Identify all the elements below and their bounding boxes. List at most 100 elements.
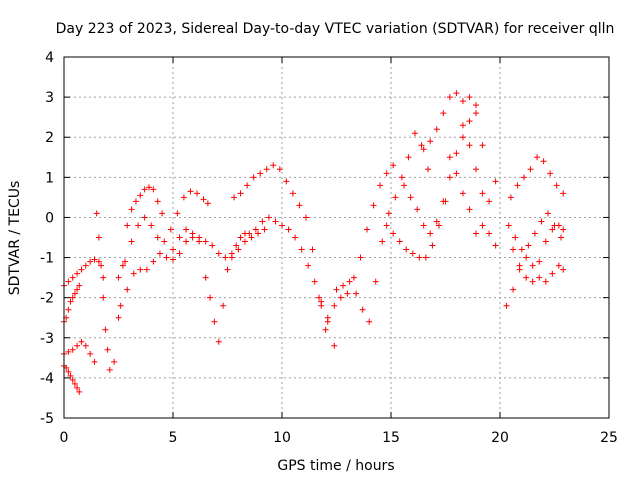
data-point: [272, 218, 279, 225]
data-point: [409, 250, 416, 257]
data-point: [309, 246, 316, 253]
data-point: [542, 278, 549, 285]
data-point: [237, 190, 244, 197]
data-point: [78, 338, 85, 345]
data-point: [479, 190, 486, 197]
data-point: [265, 214, 272, 221]
data-point: [523, 254, 530, 261]
data-point: [228, 250, 235, 257]
data-point: [104, 346, 111, 353]
data-point: [74, 270, 81, 277]
series-track-W: [510, 222, 562, 285]
data-point: [331, 302, 338, 309]
data-point: [130, 270, 137, 277]
data-point: [224, 266, 231, 273]
data-point: [174, 210, 181, 217]
data-point: [322, 326, 329, 333]
data-point: [283, 178, 290, 185]
series-track-V: [507, 154, 567, 201]
data-point: [285, 226, 292, 233]
data-point: [473, 166, 480, 173]
data-point: [440, 198, 447, 205]
data-point: [298, 246, 305, 253]
data-point: [427, 138, 434, 145]
data-point: [100, 274, 107, 281]
data-point: [542, 238, 549, 245]
data-point: [74, 286, 81, 293]
series-track-F: [111, 184, 166, 365]
data-point: [215, 250, 222, 257]
data-point: [132, 198, 139, 205]
y-tick-label: -3: [40, 331, 54, 347]
data-point: [473, 230, 480, 237]
grid-layer: [64, 57, 609, 418]
data-point: [82, 342, 89, 349]
data-point: [525, 242, 532, 249]
data-point: [204, 200, 211, 207]
data-point: [518, 246, 525, 253]
y-tick-label: 0: [45, 210, 54, 226]
data-point: [446, 94, 453, 101]
data-point: [279, 222, 285, 229]
data-point: [353, 290, 360, 297]
series-track-G: [115, 188, 211, 281]
data-point: [270, 162, 277, 169]
data-point: [473, 110, 480, 117]
data-point: [466, 142, 473, 149]
data-point: [311, 278, 318, 285]
data-point: [137, 266, 144, 273]
data-point: [276, 166, 283, 173]
data-point: [558, 234, 565, 241]
data-point: [154, 234, 161, 241]
y-tick-label: -5: [40, 411, 54, 427]
series-track-Q: [420, 90, 486, 153]
data-point: [95, 258, 102, 265]
data-point: [453, 170, 460, 177]
data-point: [337, 294, 344, 301]
series-track-N: [333, 130, 432, 325]
data-point: [91, 256, 98, 263]
data-point: [390, 230, 397, 237]
data-point: [102, 326, 109, 333]
data-point: [538, 218, 545, 225]
data-point: [170, 256, 176, 263]
y-tick-label: 3: [45, 90, 54, 106]
data-point: [316, 294, 323, 301]
data-point: [446, 174, 453, 181]
data-point: [65, 368, 72, 375]
x-tick-label: 20: [491, 430, 509, 446]
data-point: [202, 238, 209, 245]
x-tick-label: 5: [169, 430, 178, 446]
data-point: [479, 142, 486, 149]
data-point: [156, 250, 163, 257]
data-point: [459, 134, 466, 141]
data-point: [446, 154, 453, 161]
data-point: [128, 206, 135, 213]
data-point: [159, 210, 166, 217]
data-point: [379, 238, 386, 245]
data-point: [407, 194, 414, 201]
series-track-T: [503, 254, 567, 309]
data-point: [529, 262, 536, 269]
data-point: [95, 234, 102, 241]
data-point: [183, 238, 190, 245]
data-point: [459, 98, 466, 105]
y-tick-label: 4: [45, 50, 54, 66]
data-point: [65, 306, 72, 313]
data-point: [98, 262, 105, 269]
x-axis-label: GPS time / hours: [277, 458, 394, 474]
data-point: [231, 194, 238, 201]
data-point: [65, 278, 72, 285]
series-track-A: [61, 256, 107, 289]
data-point: [549, 226, 556, 233]
data-point: [150, 258, 157, 265]
data-point: [196, 234, 203, 241]
y-tick-label: -4: [40, 371, 54, 387]
data-point: [364, 226, 371, 233]
data-point: [111, 358, 118, 365]
data-point: [344, 290, 351, 297]
data-point: [331, 342, 338, 349]
data-point: [435, 222, 442, 229]
x-tick-label: 10: [273, 430, 291, 446]
data-point: [492, 242, 499, 249]
